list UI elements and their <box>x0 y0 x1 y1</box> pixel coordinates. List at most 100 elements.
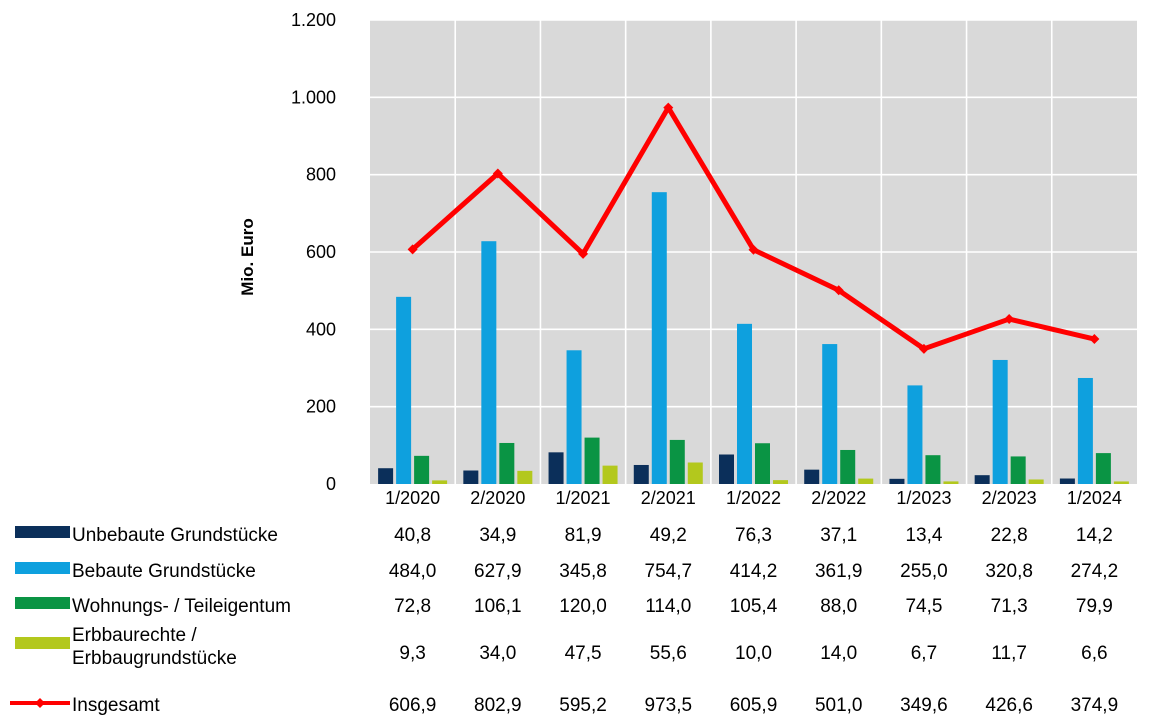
bar <box>719 454 734 484</box>
legend-label: Unbebaute Grundstücke <box>72 525 278 546</box>
bar <box>1095 453 1111 484</box>
bar <box>1028 479 1044 484</box>
line-point <box>748 244 759 255</box>
bar <box>889 478 905 484</box>
bar <box>669 439 685 484</box>
table-cell: 81,9 <box>565 525 602 546</box>
table-cell: 595,2 <box>559 695 607 716</box>
table-cell: 105,4 <box>730 596 778 617</box>
legend-key-marker <box>35 698 45 708</box>
table-cell: 605,9 <box>730 695 778 716</box>
line-point <box>663 102 674 113</box>
legend-key-swatch <box>15 526 70 538</box>
table-cell: 49,2 <box>650 525 687 546</box>
bar <box>804 469 820 484</box>
table-cell: 274,2 <box>1071 561 1119 582</box>
legend-label: Erbbaugrundstücke <box>72 648 237 669</box>
table-cell: 55,6 <box>650 643 687 664</box>
bar <box>737 323 752 484</box>
x-tick-label: 1/2022 <box>726 488 781 508</box>
bar <box>1010 456 1026 484</box>
line-point <box>1089 334 1100 345</box>
table-cell: 345,8 <box>559 561 607 582</box>
bar <box>1059 478 1075 484</box>
bar <box>602 465 618 484</box>
x-axis: 1/2020 2/2020 1/2021 2/2021 1/2022 2/2022 1/20… <box>385 488 1122 508</box>
bar <box>463 470 479 484</box>
table-cell: 114,0 <box>645 596 691 617</box>
x-tick-label: 1/2020 <box>385 488 440 508</box>
y-tick-label: 0 <box>326 474 336 494</box>
bar <box>378 468 394 484</box>
table-cell: 40,8 <box>394 525 431 546</box>
table-cell: 72,8 <box>394 596 431 617</box>
y-axis-label: Mio. Euro <box>238 218 257 295</box>
table-cell: 88,0 <box>820 596 857 617</box>
table-cell: 426,6 <box>985 695 1033 716</box>
legend-label: Wohnungs- / Teileigentum <box>72 596 291 617</box>
bar <box>548 452 564 484</box>
table-cell: 6,7 <box>911 643 937 664</box>
total-line <box>407 102 1100 354</box>
table-cell: 606,9 <box>389 695 437 716</box>
x-tick-label: 1/2023 <box>896 488 951 508</box>
table-cell: 22,8 <box>991 525 1028 546</box>
bar <box>858 478 874 484</box>
table-cell: 10,0 <box>735 643 772 664</box>
bar <box>773 480 788 484</box>
x-tick-label: 2/2022 <box>811 488 866 508</box>
table-cell: 74,5 <box>905 596 942 617</box>
table-cell: 71,3 <box>991 596 1028 617</box>
bar <box>633 464 649 484</box>
bar <box>481 241 497 484</box>
y-tick-label: 600 <box>306 242 336 262</box>
bars <box>378 192 1129 484</box>
table-cell: 973,5 <box>645 695 693 716</box>
table-cell: 501,0 <box>815 695 863 716</box>
table-cell: 11,7 <box>991 643 1027 664</box>
line-point <box>1004 314 1015 325</box>
legend-label: Insgesamt <box>72 695 160 716</box>
table-cell: 627,9 <box>474 561 522 582</box>
table-cell: 754,7 <box>645 561 693 582</box>
bar <box>755 443 770 484</box>
bar <box>1077 377 1093 484</box>
y-tick-label: 800 <box>306 165 336 185</box>
table-cell: 361,9 <box>815 561 863 582</box>
y-tick-label: 200 <box>306 397 336 417</box>
table-cell: 374,9 <box>1071 695 1119 716</box>
bar <box>651 192 667 484</box>
line-point <box>833 285 844 296</box>
table-cell: 255,0 <box>900 561 948 582</box>
table-cell: 76,3 <box>735 525 772 546</box>
line-point <box>492 168 503 179</box>
bar <box>992 359 1008 484</box>
table-cell: 34,0 <box>479 643 516 664</box>
bar <box>499 442 515 484</box>
bar <box>687 462 703 484</box>
bar <box>414 455 430 484</box>
y-tick-label: 400 <box>306 319 336 339</box>
table-cell: 414,2 <box>730 561 778 582</box>
table-cell: 120,0 <box>559 596 607 617</box>
table-cell: 9,3 <box>399 643 425 664</box>
table-cell: 14,0 <box>820 643 857 664</box>
x-tick-label: 2/2020 <box>470 488 525 508</box>
table-cell: 6,6 <box>1081 643 1107 664</box>
bar <box>584 437 600 484</box>
bar <box>517 470 533 484</box>
table-cell: 320,8 <box>985 561 1033 582</box>
line-point <box>578 248 589 259</box>
x-tick-label: 2/2021 <box>641 488 696 508</box>
x-tick-label: 1/2021 <box>556 488 611 508</box>
line-point <box>407 244 418 255</box>
table-cell: 79,9 <box>1076 596 1113 617</box>
bar <box>396 296 412 484</box>
line-point <box>918 343 929 354</box>
legend-label: Erbbaurechte / <box>72 625 197 646</box>
data-table: Unbebaute Grundstücke 40,8 34,9 81,9 49,2 76,… <box>10 525 1118 716</box>
y-tick-label: 1.000 <box>291 87 336 107</box>
table-cell: 14,2 <box>1076 525 1113 546</box>
legend-label: Bebaute Grundstücke <box>72 561 256 582</box>
table-cell: 802,9 <box>474 695 522 716</box>
